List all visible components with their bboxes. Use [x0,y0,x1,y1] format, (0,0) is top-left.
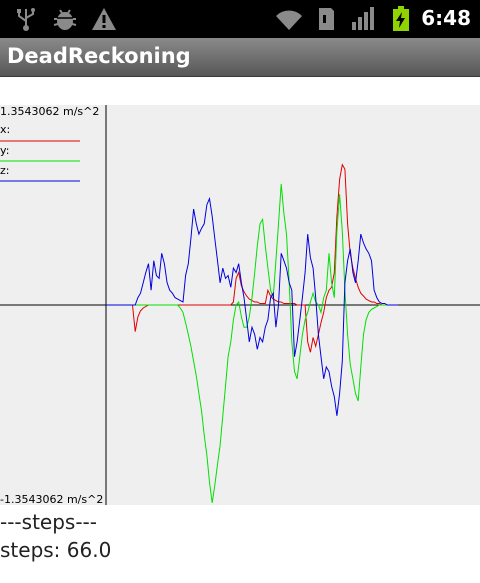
legend-label-x: x: [0,123,10,136]
usb-icon [17,8,35,31]
series-line-y [106,183,398,503]
warning-icon [92,8,116,30]
series-layer [106,163,398,503]
y-max-label: 1.3543062 m/s^2 [0,105,99,118]
wifi-icon [276,10,302,30]
app-title: DeadReckoning [7,44,191,68]
y-min-label: -1.3543062 m/s^2 [0,493,103,505]
title-bar: DeadReckoning [0,38,480,77]
status-bar: 6:48 [0,0,480,38]
sd-card-icon [319,8,334,30]
signal-icon [352,7,374,30]
battery-charging-icon [393,6,409,31]
steps-value: steps: 66.0 [0,538,112,562]
android-debug-icon [53,9,77,30]
graph-canvas: 1.3543062 m/s^2 -1.3543062 m/s^2 x: y: z… [0,105,480,505]
accelerometer-graph: 1.3543062 m/s^2 -1.3543062 m/s^2 x: y: z… [0,105,480,505]
steps-header: ---steps--- [0,510,97,534]
series-line-x [106,163,398,353]
legend-label-z: z: [0,164,9,177]
status-clock: 6:48 [421,6,471,30]
legend-label-y: y: [0,144,9,157]
series-line-z [106,196,398,416]
legend: x: y: z: [0,123,80,182]
